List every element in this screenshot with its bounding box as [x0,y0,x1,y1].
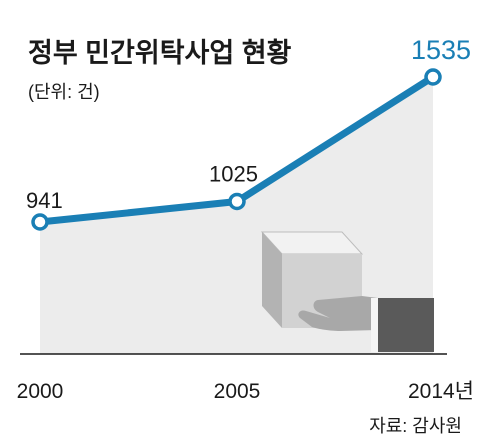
x-axis-ticks: 2000 2005 2014년 [17,380,474,403]
hand-passing-box-icon [260,231,434,352]
unit-note: (단위: 건) [28,82,100,102]
source-note: 자료: 감사원 [369,416,462,436]
data-point-2014 [424,68,442,86]
chart-title: 정부 민간위탁사업 현황 [28,38,292,68]
data-label-2014: 1535 [411,35,471,65]
data-point-2005 [228,192,246,211]
data-points-layer [31,68,442,231]
x-tick-label-2005: 2005 [214,380,261,403]
data-labels-layer: 941 1025 1535 [26,35,471,213]
data-label-2000: 941 [26,188,63,213]
x-tick-label-2014: 2014년 [408,380,474,403]
x-tick-label-2000: 2000 [17,380,64,403]
data-point-2000 [31,213,49,231]
data-label-2005: 1025 [209,161,258,186]
